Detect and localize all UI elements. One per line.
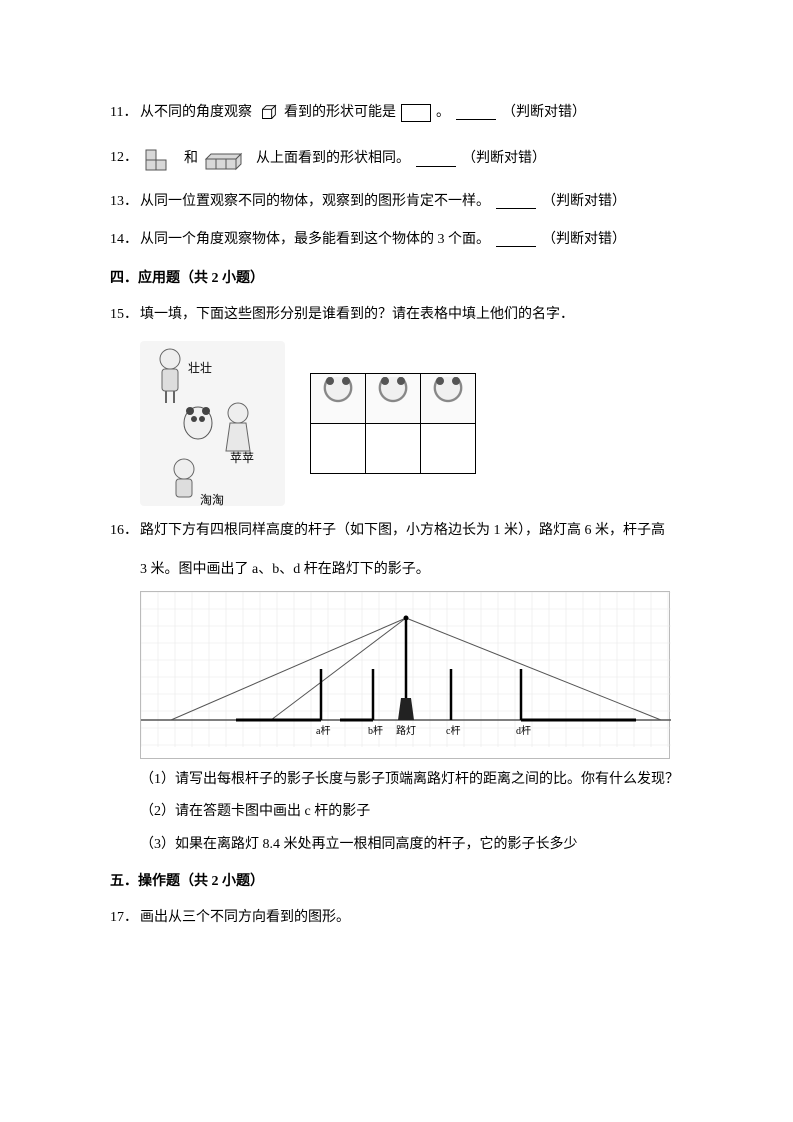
q11-t3: 。 [436,100,450,127]
blocks-flat-icon [203,145,251,175]
question-11: 11． 从不同的角度观察 看到的形状可能是 。 （判断对错） [110,100,683,127]
label-zhuang: 壮壮 [188,357,212,380]
panda-view-3 [421,373,476,423]
blank-input[interactable] [496,195,536,209]
svg-text:b杆: b杆 [368,725,383,737]
section-4-header: 四．应用题（共 2 小题） [110,266,683,293]
q14-text: 从同一个角度观察物体，最多能看到这个物体的 3 个面。 （判断对错） [140,227,683,254]
question-14: 14． 从同一个角度观察物体，最多能看到这个物体的 3 个面。 （判断对错） [110,227,683,254]
child-zhuang [160,349,180,403]
q16-text2: 3 米。图中画出了 a、b、d 杆在路灯下的影子。 [140,557,683,584]
q16-text1: 路灯下方有四根同样高度的杆子（如下图，小方格边长为 1 米），路灯高 6 米，杆… [140,518,683,545]
q14-num: 14． [110,227,140,254]
label-ping: 苹苹 [230,447,254,470]
svg-text:c杆: c杆 [446,725,460,737]
svg-text:d杆: d杆 [516,725,531,737]
q11-judge: （判断对错） [502,100,586,127]
blank-input[interactable] [456,106,496,120]
q15-figure: 壮壮 苹苹 淘淘 [140,341,683,506]
question-16: 16． 路灯下方有四根同样高度的杆子（如下图，小方格边长为 1 米），路灯高 6… [110,518,683,545]
q13-judge: （判断对错） [542,189,626,216]
q12-judge: （判断对错） [462,146,546,173]
cube-icon [257,102,279,124]
answer-cell-1[interactable] [311,423,366,473]
svg-text:a杆: a杆 [316,725,330,737]
q15-text: 填一填，下面这些图形分别是谁看到的？请在表格中填上他们的名字． [140,302,683,329]
question-17: 17． 画出从三个不同方向看到的图形。 [110,905,683,932]
question-13: 13． 从同一位置观察不同的物体，观察到的图形肯定不一样。 （判断对错） [110,189,683,216]
panda-view-2 [366,373,421,423]
panda-center [184,407,212,439]
q15-table [310,373,476,474]
blank-input[interactable] [496,233,536,247]
question-15: 15． 填一填，下面这些图形分别是谁看到的？请在表格中填上他们的名字． [110,302,683,329]
q11-text: 从不同的角度观察 看到的形状可能是 。 （判断对错） [140,100,683,127]
panda-view-1 [311,373,366,423]
q13-num: 13． [110,189,140,216]
q14-judge: （判断对错） [542,227,626,254]
q12-num: 12． [110,145,140,172]
q13-text: 从同一位置观察不同的物体，观察到的图形肯定不一样。 （判断对错） [140,189,683,216]
q12-text: 和 从上面看到的形状相同。 （判断对错） [140,145,683,175]
child-ping [226,403,250,451]
child-tao [174,459,194,497]
q11-num: 11． [110,100,140,127]
q13-t: 从同一位置观察不同的物体，观察到的图形肯定不一样。 [140,189,490,216]
q11-t2: 看到的形状可能是 [284,100,396,127]
section-5-header: 五．操作题（共 2 小题） [110,869,683,896]
label-tao: 淘淘 [200,489,224,512]
q11-t1: 从不同的角度观察 [140,100,252,127]
svg-text:路灯: 路灯 [396,724,416,737]
q14-t: 从同一个角度观察物体，最多能看到这个物体的 3 个面。 [140,227,490,254]
blocks-l-icon [143,145,179,175]
q16-num: 16． [110,518,140,545]
q16-sub3: （3）如果在离路灯 8.4 米处再立一根相同高度的杆子，它的影子长多少 [140,832,683,859]
observers-illustration: 壮壮 苹苹 淘淘 [140,341,285,506]
q16-diagram: a杆 b杆 路灯 c杆 d杆 [140,591,670,759]
q15-num: 15． [110,302,140,329]
q12-t1: 和 [184,146,198,173]
q12-t2: 从上面看到的形状相同。 [256,146,410,173]
q16-sub1: （1）请写出每根杆子的影子长度与影子顶端离路灯杆的距离之间的比。你有什么发现？ [140,767,683,794]
answer-cell-2[interactable] [366,423,421,473]
rect-icon [401,104,431,122]
answer-cell-3[interactable] [421,423,476,473]
blank-input[interactable] [416,153,456,167]
q17-num: 17． [110,905,140,932]
q16-sub2: （2）请在答题卡图中画出 c 杆的影子 [140,799,683,826]
q17-text: 画出从三个不同方向看到的图形。 [140,905,683,932]
question-12: 12． 和 从上面看到的形状相同。 （判断对错） [110,145,683,175]
